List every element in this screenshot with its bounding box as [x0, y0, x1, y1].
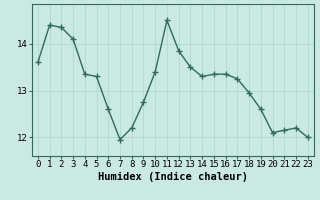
X-axis label: Humidex (Indice chaleur): Humidex (Indice chaleur) — [98, 172, 248, 182]
